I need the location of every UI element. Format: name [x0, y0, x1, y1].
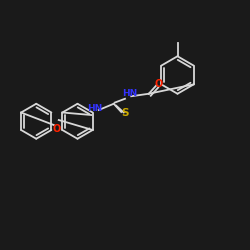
Text: O: O: [52, 124, 60, 134]
Text: HN: HN: [88, 104, 103, 113]
Text: O: O: [154, 79, 163, 89]
Text: HN: HN: [122, 89, 138, 98]
Text: S: S: [121, 108, 129, 118]
